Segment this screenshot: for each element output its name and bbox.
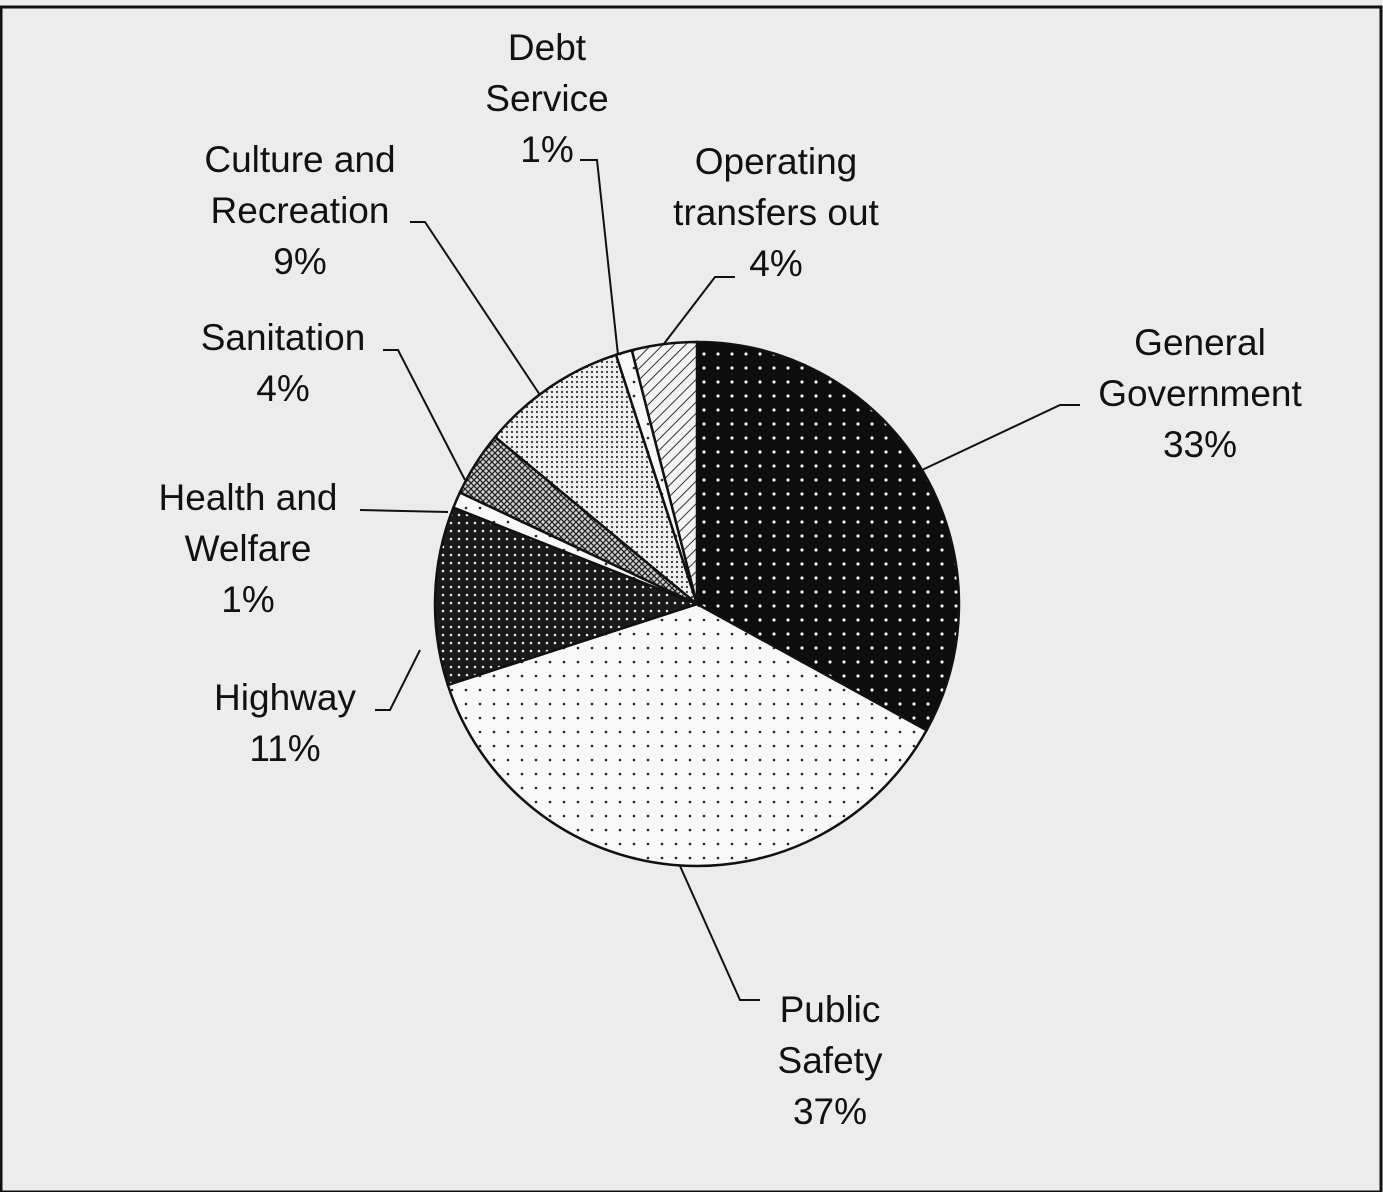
leader-line-public-safety — [679, 865, 760, 1001]
slice-name-line-debt-service: Service — [485, 78, 608, 119]
slice-percent-general-government: 33% — [1163, 424, 1237, 465]
slice-label-sanitation: Sanitation 4% — [201, 317, 366, 409]
slice-label-debt-service: Debt Service 1% — [485, 27, 608, 170]
slice-percent-culture-and-recreation: 9% — [273, 241, 326, 282]
slice-name-line-culture-and-recreation: Recreation — [211, 190, 390, 231]
pie-slices — [433, 340, 961, 868]
slice-name-line-sanitation: Sanitation — [201, 317, 366, 358]
leader-lines — [359, 159, 1080, 1001]
leader-line-health-and-welfare — [359, 509, 449, 513]
slice-name-line-health-and-welfare: Welfare — [185, 528, 312, 569]
slice-name-line-debt-service: Debt — [508, 27, 587, 68]
pie-slice-highway — [433, 505, 701, 687]
slice-name-line-public-safety: Public — [780, 989, 881, 1030]
slice-name-line-operating-transfers-out: transfers out — [673, 192, 879, 233]
pie-slice-culture-and-recreation — [493, 353, 700, 608]
slice-labels: General Government 33% Public Safety 37% Highw… — [159, 27, 1303, 1132]
slice-label-culture-and-recreation: Culture and Recreation 9% — [204, 139, 395, 282]
chart-border — [0, 5, 1383, 1192]
slice-name-line-culture-and-recreation: Culture and — [204, 139, 395, 180]
leader-line-sanitation — [383, 349, 466, 481]
slice-label-health-and-welfare: Health and Welfare 1% — [159, 477, 338, 620]
slice-percent-debt-service: 1% — [520, 129, 573, 170]
slice-percent-operating-transfers-out: 4% — [749, 243, 802, 284]
slice-percent-sanitation: 4% — [256, 368, 309, 409]
slice-name-line-general-government: General — [1134, 322, 1266, 363]
slice-name-line-general-government: Government — [1098, 373, 1302, 414]
slice-name-line-highway: Highway — [214, 677, 356, 718]
leader-line-debt-service — [580, 159, 619, 356]
leader-line-operating-transfers-out — [662, 276, 735, 346]
slice-label-general-government: General Government 33% — [1098, 322, 1302, 465]
slice-percent-health-and-welfare: 1% — [221, 579, 274, 620]
slice-name-line-operating-transfers-out: Operating — [695, 141, 858, 182]
leader-line-culture-and-recreation — [410, 221, 541, 396]
leader-line-general-government — [921, 404, 1080, 471]
slice-label-operating-transfers-out: Operating transfers out 4% — [673, 141, 879, 284]
slice-percent-highway: 11% — [249, 728, 320, 769]
pie-slice-public-safety — [446, 602, 929, 868]
leader-line-highway — [375, 649, 421, 711]
slice-label-public-safety: Public Safety 37% — [778, 989, 883, 1132]
slice-label-highway: Highway 11% — [214, 677, 356, 769]
slice-percent-public-safety: 37% — [793, 1091, 867, 1132]
slice-name-line-public-safety: Safety — [778, 1040, 883, 1081]
slice-name-line-health-and-welfare: Health and — [159, 477, 338, 518]
